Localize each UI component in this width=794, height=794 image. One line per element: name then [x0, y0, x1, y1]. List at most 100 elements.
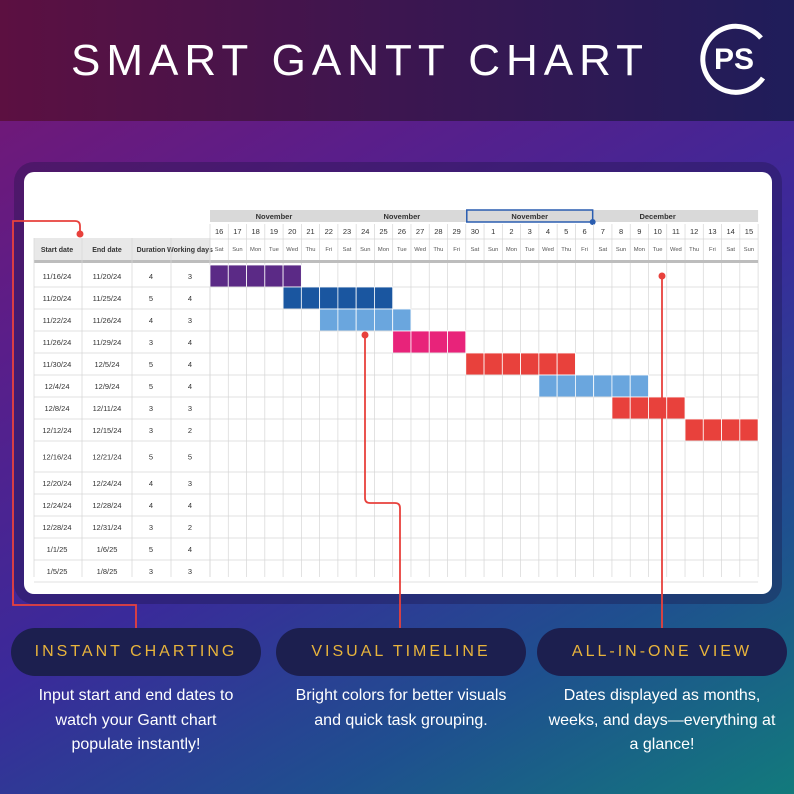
weekday-label: Thu — [689, 247, 699, 253]
date-label: 20 — [288, 227, 296, 236]
logo-text: PS — [714, 43, 754, 76]
cell-start-date: 11/30/24 — [43, 360, 72, 369]
date-label: 27 — [416, 227, 424, 236]
date-label: 1 — [491, 227, 495, 236]
gantt-bar-cell — [246, 264, 266, 288]
weekday-label: Sat — [598, 247, 607, 253]
month-label: November — [256, 212, 293, 221]
cell-working-days: 5 — [188, 453, 192, 462]
column-header: Start date — [41, 247, 73, 254]
caption-line: Dates displayed as months, — [563, 687, 761, 704]
cell-duration: 3 — [149, 567, 153, 576]
weekday-label: Fri — [325, 247, 332, 253]
column-header: Duration — [137, 247, 166, 254]
cell-start-date: 11/20/24 — [43, 294, 72, 303]
gantt-bar-cell — [319, 308, 339, 332]
date-label: 11 — [672, 227, 680, 236]
gantt-bar-cell — [739, 418, 759, 442]
gantt-bar-cell — [611, 396, 631, 420]
feature-title: ALL-IN-ONE VIEW — [571, 643, 753, 660]
gantt-bar-cell — [282, 286, 302, 310]
cell-duration: 5 — [149, 545, 153, 554]
weekday-label: Wed — [414, 247, 426, 253]
feature-caption-all-in-one: Dates displayed as months, weeks, and da… — [530, 684, 794, 758]
weekday-label: Mon — [634, 247, 645, 253]
cell-start-date: 11/26/24 — [43, 338, 72, 347]
weekday-label: Wed — [286, 247, 298, 253]
date-label: 24 — [361, 227, 369, 236]
date-label: 14 — [727, 227, 735, 236]
cell-start-date: 12/4/24 — [44, 382, 69, 391]
weekday-label: Mon — [250, 247, 261, 253]
cell-working-days: 4 — [188, 360, 192, 369]
gantt-bar-cell — [282, 264, 302, 288]
weekday-label: Sat — [471, 247, 480, 253]
cell-end-date: 12/31/24 — [92, 523, 121, 532]
cell-working-days: 4 — [188, 338, 192, 347]
date-label: 4 — [546, 227, 550, 236]
gantt-card: November November November December Start da… — [24, 172, 772, 594]
weekday-label: Thu — [433, 247, 443, 253]
date-label: 6 — [582, 227, 586, 236]
gantt-bar-cell — [483, 352, 503, 376]
date-label: 13 — [708, 227, 716, 236]
cell-working-days: 4 — [188, 501, 192, 510]
cell-working-days: 3 — [188, 316, 192, 325]
gantt-bar-cell — [556, 374, 576, 398]
weekday-label: Tue — [653, 247, 663, 253]
gantt-bar-cell — [355, 286, 375, 310]
cell-end-date: 12/15/24 — [92, 426, 121, 435]
gantt-bar-cell — [374, 308, 394, 332]
gantt-bar-cell — [355, 308, 375, 332]
gantt-bar-cell — [684, 418, 704, 442]
weekday-label: Wed — [542, 247, 554, 253]
month-label: December — [639, 212, 675, 221]
cell-working-days: 2 — [188, 426, 192, 435]
gantt-bar-cell — [593, 374, 613, 398]
weekday-label: Tue — [397, 247, 407, 253]
cell-start-date: 12/12/24 — [42, 426, 71, 435]
cell-start-date: 1/1/25 — [47, 545, 68, 554]
date-label: 8 — [619, 227, 623, 236]
cell-duration: 3 — [149, 523, 153, 532]
gantt-bar-cell — [465, 352, 485, 376]
weekday-label: Fri — [581, 247, 588, 253]
gantt-bar-cell — [447, 330, 467, 354]
weekday-label: Sun — [744, 247, 754, 253]
date-label: 23 — [343, 227, 351, 236]
cell-start-date: 12/24/24 — [42, 501, 71, 510]
weekday-label: Sun — [232, 247, 242, 253]
feature-pill-all-in-one: ALL-IN-ONE VIEW — [537, 628, 787, 676]
gantt-bar-cell — [666, 396, 686, 420]
gantt-bar-cell — [556, 352, 576, 376]
feature-title: VISUAL TIMELINE — [311, 643, 491, 660]
cell-duration: 5 — [149, 360, 153, 369]
column-header: End date — [92, 247, 122, 254]
cell-duration: 3 — [149, 338, 153, 347]
cell-duration: 5 — [149, 382, 153, 391]
cell-end-date: 12/28/24 — [92, 501, 121, 510]
caption-line: Bright colors for better visuals — [295, 687, 507, 704]
gantt-bar-cell — [227, 264, 247, 288]
gantt-bar-cell — [319, 286, 339, 310]
feature-caption-visual-timeline: Bright colors for better visuals and qui… — [271, 684, 531, 733]
gantt-bar-cell — [702, 418, 722, 442]
cell-end-date: 1/8/25 — [97, 567, 118, 576]
date-label: 28 — [434, 227, 442, 236]
cell-duration: 4 — [149, 272, 153, 281]
header-banner: SMART GANTT CHART PS — [0, 0, 794, 121]
ps-logo: PS — [700, 23, 766, 95]
date-label: 29 — [452, 227, 460, 236]
cell-working-days: 3 — [188, 567, 192, 576]
weekday-label: Thu — [561, 247, 571, 253]
cell-start-date: 12/28/24 — [42, 523, 71, 532]
date-label: 26 — [398, 227, 406, 236]
cell-end-date: 11/25/24 — [93, 294, 122, 303]
cell-duration: 3 — [149, 404, 153, 413]
cell-start-date: 1/5/25 — [47, 567, 68, 576]
weekday-label: Sun — [616, 247, 626, 253]
cell-end-date: 11/26/24 — [93, 316, 122, 325]
date-label: 7 — [601, 227, 605, 236]
date-label: 17 — [233, 227, 241, 236]
cell-working-days: 2 — [188, 523, 192, 532]
